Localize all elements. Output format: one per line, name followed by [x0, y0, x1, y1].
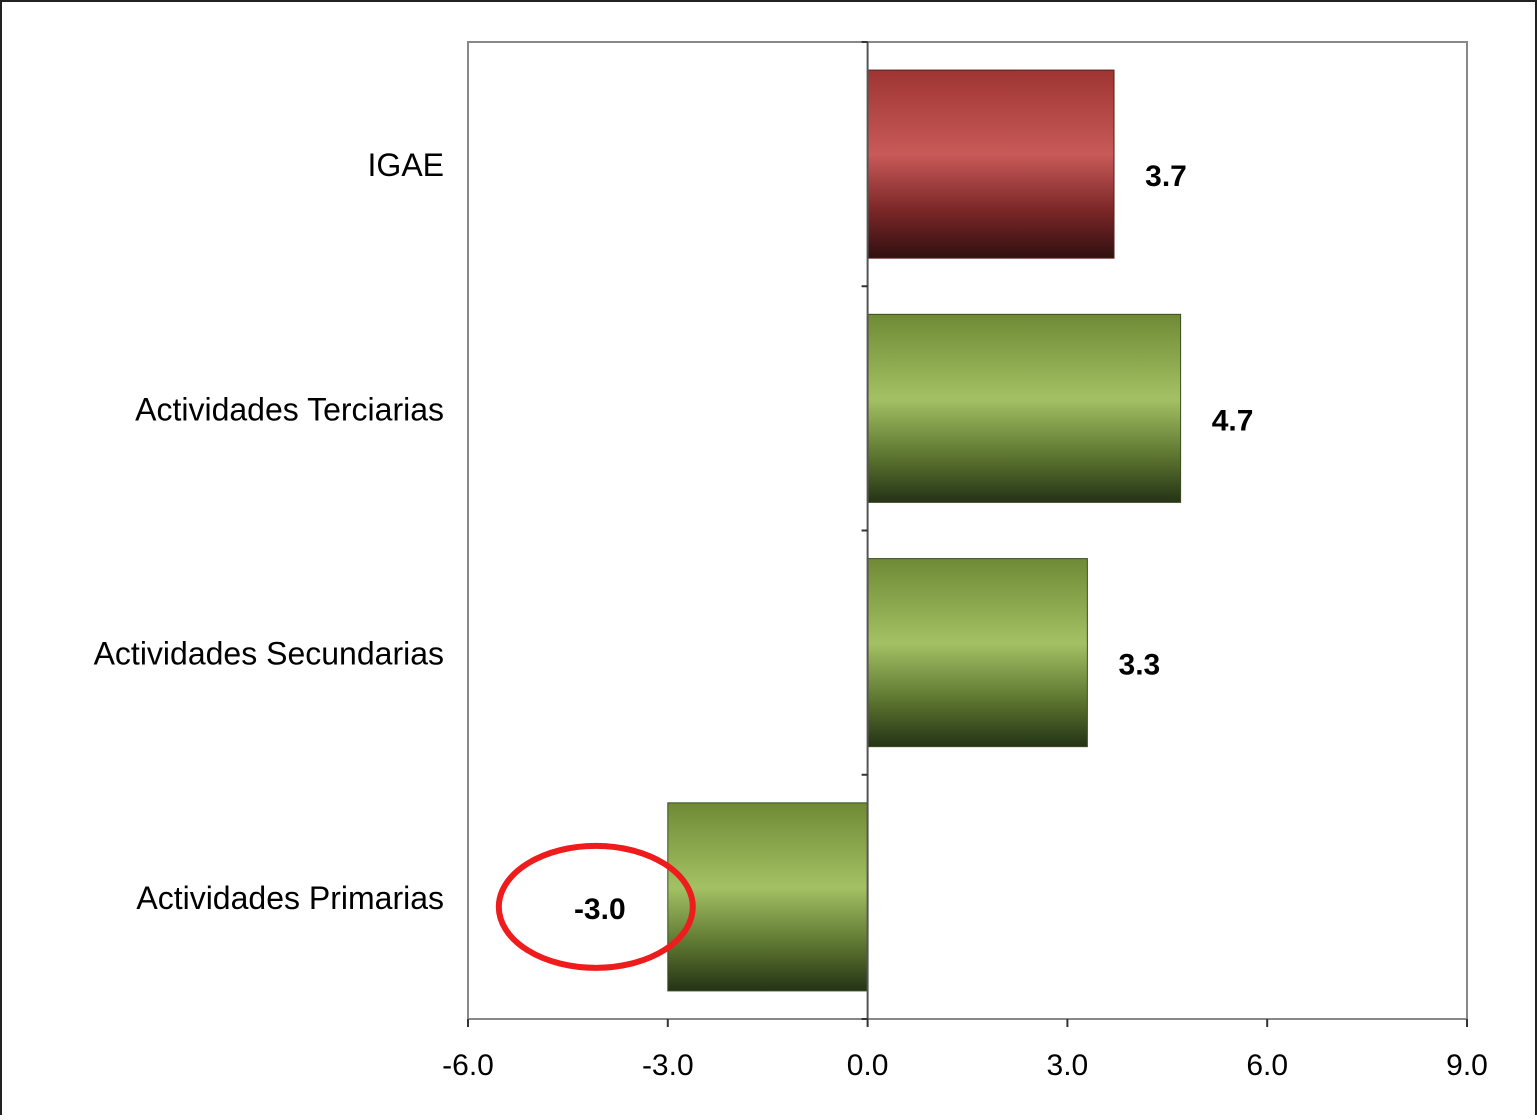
plot-frame	[467, 41, 1468, 1020]
x-tick-label: 3.0	[1047, 1049, 1089, 1082]
data-label: 3.3	[1119, 649, 1161, 682]
x-tick-label: -3.0	[642, 1049, 694, 1082]
x-tick-label: 9.0	[1446, 1049, 1488, 1082]
category-label: Actividades Terciarias	[135, 391, 444, 427]
labels-group: IGAE 3.7 Actividades Terciarias 4.7 Activida…	[94, 147, 1488, 1082]
x-tick-label: -6.0	[442, 1049, 494, 1082]
data-label: 3.7	[1145, 160, 1187, 193]
highlight-ellipse	[495, 842, 696, 971]
bar-actividades-terciarias	[867, 313, 1182, 503]
category-label: Actividades Primarias	[136, 880, 444, 916]
data-label: -3.0	[574, 893, 626, 926]
data-label: 4.7	[1212, 404, 1254, 437]
bars-group	[667, 69, 1182, 992]
plot-area	[467, 41, 1468, 1020]
bar-igae	[867, 69, 1115, 259]
category-label: Actividades Secundarias	[94, 636, 444, 672]
axes-group	[467, 41, 1468, 1027]
x-tick-label: 0.0	[847, 1049, 889, 1082]
bar-actividades-primarias	[667, 802, 869, 992]
category-label: IGAE	[368, 147, 444, 183]
bar-actividades-secundarias	[867, 558, 1088, 748]
x-tick-label: 6.0	[1246, 1049, 1288, 1082]
